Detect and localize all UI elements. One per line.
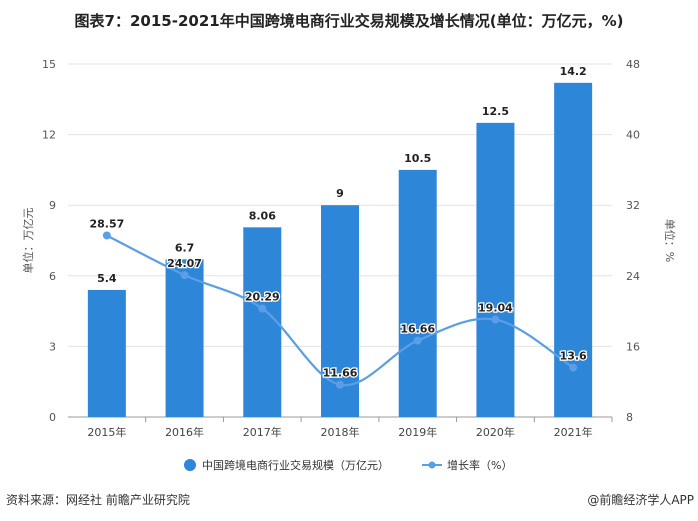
line-point [180,271,189,280]
bar [398,169,437,417]
y-right-tick-label: 48 [626,58,640,71]
x-tick-label: 2019年 [398,425,437,439]
bar-data-label: 5.4 [97,272,117,285]
bar [243,227,282,417]
y-left-axis-label: 单位：万亿元 [21,208,35,274]
x-tick-label: 2020年 [476,425,515,439]
y-right-tick-label: 40 [626,129,640,142]
line-point [413,336,422,345]
x-tick-label: 2016年 [165,425,204,439]
legend-line-dot [428,461,436,469]
line-point [102,231,111,240]
x-tick-label: 2018年 [321,425,360,439]
line-point [491,315,500,324]
y-right-tick-label: 32 [626,199,640,212]
legend-bar-marker [184,459,196,471]
bar-data-label: 6.7 [175,241,195,254]
bar-data-label: 9 [336,187,344,200]
chart-title: 图表7：2015-2021年中国跨境电商行业交易规模及增长情况(单位：万亿元，%… [74,12,624,30]
y-left-tick-label: 12 [42,129,56,142]
line-data-label: 24.07 [167,257,202,270]
y-left-tick-label: 6 [49,270,56,283]
bar-data-label: 10.5 [404,152,431,165]
line-data-label: 11.66 [323,367,358,380]
legend-line-label: 增长率（%） [447,458,512,472]
x-tick-label: 2015年 [87,425,126,439]
y-right-tick-label: 24 [626,270,640,283]
y-left-tick-label: 0 [49,411,56,424]
bar [87,289,126,417]
source-note: 资料来源：网经社 前瞻产业研究院 [6,493,190,507]
line-point [258,304,267,313]
y-left-tick-label: 9 [49,199,56,212]
y-left-tick-label: 3 [49,340,56,353]
bar [476,122,515,417]
x-tick-label: 2017年 [243,425,282,439]
bar [554,82,593,418]
line-point [569,363,578,372]
line-data-label: 13.6 [560,350,587,363]
bar-data-label: 14.2 [560,65,587,78]
x-tick-label: 2021年 [554,425,593,439]
legend-bar-label: 中国跨境电商行业交易规模（万亿元） [202,458,389,472]
bar-data-label: 12.5 [482,105,509,118]
y-left-tick-label: 15 [42,58,56,71]
line-data-label: 28.57 [89,217,124,230]
line-data-label: 20.29 [245,291,280,304]
line-data-label: 19.04 [478,302,513,315]
y-right-axis-label: 单位：% [663,219,677,262]
credit-note: @前瞻经济学人APP [587,493,694,507]
y-right-tick-label: 8 [626,411,633,424]
line-point [336,380,344,389]
bar [165,259,204,417]
line-data-label: 16.66 [400,323,435,336]
bar-data-label: 8.06 [249,209,276,222]
y-right-tick-label: 16 [626,340,640,353]
